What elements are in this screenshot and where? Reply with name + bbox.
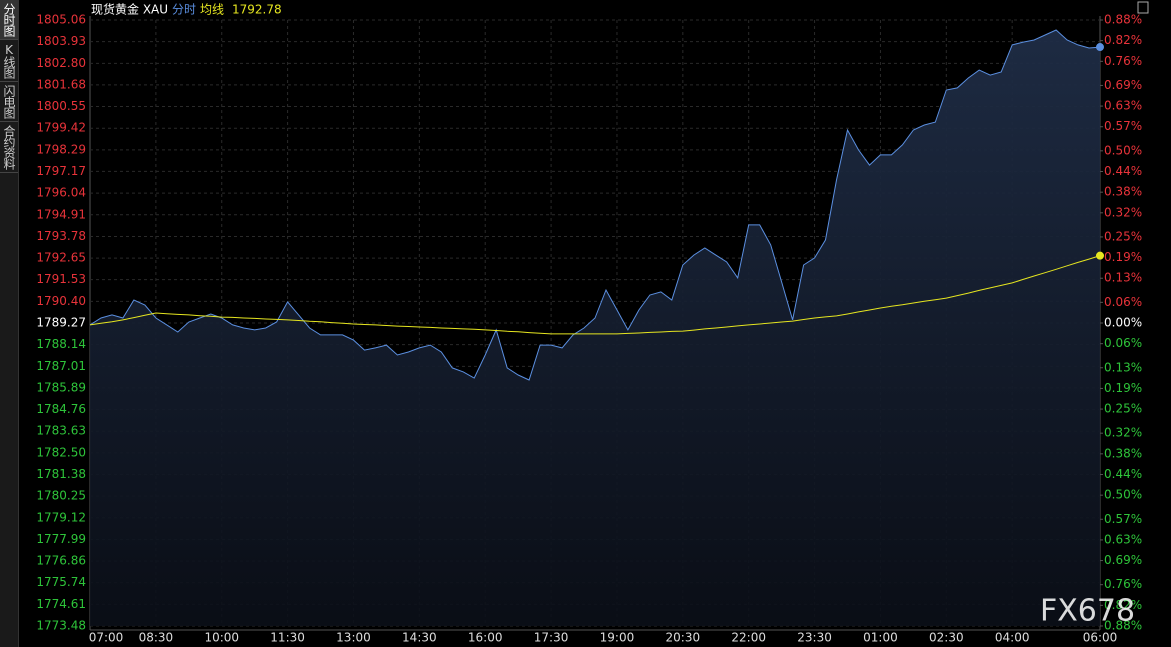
tab[interactable]: 合约资料	[0, 122, 18, 173]
y2-tick-label: 0.38%	[1104, 446, 1142, 460]
y2-tick-label: 0.00%	[1104, 316, 1142, 330]
x-tick-label: 01:00	[863, 631, 898, 645]
y-tick-label: 1788.14	[36, 337, 86, 351]
y-tick-label: 1798.29	[36, 142, 86, 156]
y-tick-label: 1794.91	[36, 207, 86, 221]
chart-title: 现货黄金 XAU	[91, 2, 168, 17]
y-tick-label: 1775.74	[36, 575, 86, 589]
y-tick-label: 1781.38	[36, 467, 86, 481]
end-dot	[1096, 251, 1104, 260]
y2-tick-label: 0.63%	[1104, 532, 1142, 546]
x-tick-label: 20:30	[666, 631, 701, 645]
x-tick-label: 19:00	[600, 631, 635, 645]
y2-tick-label: 0.32%	[1104, 205, 1142, 219]
x-tick-label: 06:00	[1083, 631, 1118, 645]
x-tick-label: 02:30	[929, 631, 964, 645]
y2-tick-label: 0.88%	[1104, 619, 1142, 633]
y-tick-label: 1802.80	[36, 56, 86, 70]
y-tick-label: 1785.89	[36, 380, 86, 394]
expand-icon[interactable]	[1137, 1, 1149, 14]
tab[interactable]: K线图	[0, 40, 18, 82]
line	[89, 29, 1101, 381]
y2-tick-label: 0.82%	[1104, 33, 1142, 47]
y2-tick-label: 0.69%	[1104, 78, 1142, 92]
y-tick-label: 1787.01	[36, 359, 86, 373]
y2-tick-label: 0.19%	[1104, 250, 1142, 264]
y-tick-label: 1773.48	[36, 619, 86, 633]
y2-tick-label: 0.06%	[1104, 336, 1142, 350]
y2-tick-label: 0.76%	[1104, 577, 1142, 591]
legend-value: 1792.78	[232, 3, 282, 17]
y-tick-label: 1777.99	[36, 532, 86, 546]
y2-tick-label: 0.57%	[1104, 512, 1142, 526]
y2-tick-label: 0.19%	[1104, 381, 1142, 395]
x-tick-label: 08:30	[139, 631, 174, 645]
y-tick-label: 1789.27	[36, 316, 86, 330]
y-tick-label: 1774.61	[36, 597, 86, 611]
x-tick-label: 17:30	[534, 631, 569, 645]
y-tick-label: 1793.78	[36, 229, 86, 243]
y2-tick-label: 0.13%	[1104, 271, 1142, 285]
y2-tick-label: 0.50%	[1104, 488, 1142, 502]
legend-entry: 分时	[172, 3, 196, 17]
y2-tick-label: 0.13%	[1104, 360, 1142, 374]
y-tick-label: 1784.76	[36, 402, 86, 416]
y2-tick-label: 0.38%	[1104, 185, 1142, 199]
y-tick-label: 1776.86	[36, 554, 86, 568]
y-tick-label: 1790.40	[36, 294, 86, 308]
legend-entry: 均线	[200, 3, 224, 17]
y-tick-label: 1799.42	[36, 121, 86, 135]
y-tick-label: 1791.53	[36, 272, 86, 286]
x-tick-label: 04:00	[995, 631, 1030, 645]
x-tick-label: 14:30	[402, 631, 437, 645]
y2-tick-label: 0.44%	[1104, 164, 1142, 178]
tab[interactable]: 闪电图	[0, 82, 18, 122]
sidebar: 分时图 K线图 闪电图 合约资料	[0, 0, 19, 647]
watermark: FX678	[1040, 594, 1135, 629]
tab[interactable]: 分时图	[0, 0, 18, 40]
y2-tick-label: 0.63%	[1104, 99, 1142, 113]
y-tick-label: 1800.55	[36, 99, 86, 113]
end-dot	[1096, 43, 1104, 52]
y-tick-label: 1792.65	[36, 251, 86, 265]
y-tick-label: 1805.06	[36, 13, 86, 27]
y2-tick-label: 0.32%	[1104, 426, 1142, 440]
x-tick-label: 13:00	[336, 631, 371, 645]
x-tick-label: 16:00	[468, 631, 503, 645]
x-tick-label: 11:30	[270, 631, 305, 645]
y2-tick-label: 0.25%	[1104, 402, 1142, 416]
plot	[89, 29, 1104, 626]
y-tick-label: 1779.12	[36, 510, 86, 524]
y-tick-label: 1782.50	[36, 445, 86, 459]
y-tick-label: 1797.17	[36, 164, 86, 178]
x-tick-label: 10:00	[204, 631, 239, 645]
y-tick-label: 1803.93	[36, 34, 86, 48]
x-tick-label: 23:30	[797, 631, 832, 645]
y-tick-label: 1780.25	[36, 489, 86, 503]
y2-tick-label: 0.50%	[1104, 143, 1142, 157]
y-tick-label: 1783.63	[36, 424, 86, 438]
y2-tick-label: 0.25%	[1104, 229, 1142, 243]
y2-tick-label: 0.82%	[1104, 598, 1142, 612]
y2-tick-label: 0.06%	[1104, 295, 1142, 309]
y2-tick-label: 0.69%	[1104, 553, 1142, 567]
area	[90, 30, 1100, 626]
y2-tick-label: 0.88%	[1104, 13, 1142, 27]
y-tick-label: 1796.04	[36, 186, 86, 200]
y2-tick-label: 0.76%	[1104, 54, 1142, 68]
y-tick-label: 1801.68	[36, 77, 86, 91]
line	[89, 255, 1101, 335]
x-tick-label: 07:00	[89, 631, 124, 645]
x-tick-label: 22:00	[731, 631, 766, 645]
y2-tick-label: 0.57%	[1104, 119, 1142, 133]
y2-tick-label: 0.44%	[1104, 467, 1142, 481]
